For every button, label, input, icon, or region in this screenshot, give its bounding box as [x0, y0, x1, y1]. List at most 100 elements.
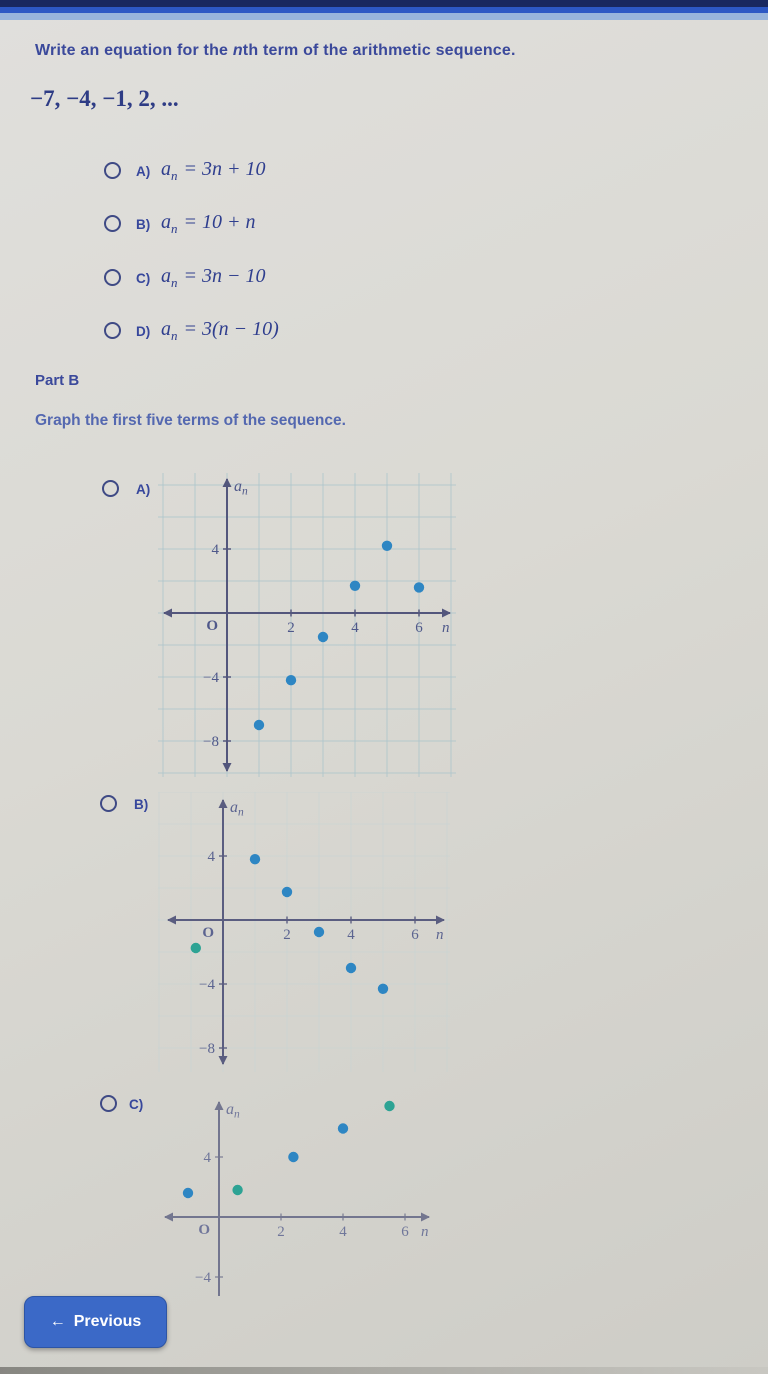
data-point: [317, 631, 329, 643]
axis-arrow: [222, 763, 232, 772]
svg-text:−4: −4: [195, 1270, 211, 1286]
data-point: [232, 1184, 243, 1196]
data-point: [381, 540, 393, 551]
data-point: [182, 1187, 194, 1199]
svg-text:6: 6: [401, 1224, 409, 1240]
option-formula-a: an = 3n + 10: [161, 158, 266, 184]
formula-base: a: [161, 265, 171, 287]
data-point: [313, 926, 325, 938]
svg-text:2: 2: [287, 620, 295, 636]
data-point: [349, 580, 361, 591]
tick-labels: 2 4 6 4 −4 −8 Oan n: [199, 799, 443, 1057]
svg-text:4: 4: [339, 1224, 347, 1240]
option-row-c: C) an = 3n − 10: [0, 265, 768, 297]
axis-arrow: [222, 478, 232, 487]
option-letter-b: B): [136, 217, 151, 232]
option-letter-d: D): [136, 324, 151, 339]
y-axis-label: an: [226, 1101, 240, 1121]
origin-label: O: [202, 925, 214, 941]
prompt-text-start: Write an equation for the: [35, 42, 233, 59]
option-row-b: B) an = 10 + n: [0, 211, 768, 243]
y-axis-label: an: [234, 478, 248, 498]
bottom-edge-shadow: [0, 1367, 768, 1374]
option-formula-b: an = 10 + n: [161, 211, 256, 237]
previous-button-label: Previous: [73, 1313, 142, 1330]
svg-text:6: 6: [415, 620, 423, 636]
previous-button[interactable]: ← Previous: [24, 1296, 167, 1348]
option-row-a: A) an = 3n + 10: [0, 158, 768, 190]
y-axis-label: an: [230, 799, 244, 819]
formula-subscript: n: [171, 221, 178, 236]
grid-lines: [158, 473, 456, 777]
formula-subscript: n: [171, 275, 178, 290]
axis-arrow: [163, 608, 172, 618]
svg-text:4: 4: [351, 620, 359, 636]
data-point: [253, 719, 265, 731]
prompt-text-end: th term of the arithmetic sequence.: [242, 42, 516, 59]
prompt-variable-n: n: [232, 42, 243, 59]
option-radio-a[interactable]: [104, 162, 121, 179]
data-point: [413, 582, 425, 593]
option-radio-c[interactable]: [104, 269, 121, 286]
formula-subscript: n: [171, 328, 178, 343]
data-point: [249, 854, 261, 865]
svg-text:2: 2: [277, 1224, 285, 1240]
option-radio-d[interactable]: [104, 322, 121, 339]
formula-rhs: = 3(n − 10): [183, 318, 279, 340]
axis-arrow: [436, 915, 445, 925]
graph-radio-b[interactable]: [100, 795, 117, 812]
axis-arrow: [214, 1101, 224, 1110]
option-letter-c: C): [136, 271, 151, 286]
axes: [165, 1102, 429, 1296]
axis-arrow: [167, 915, 176, 925]
axis-arrow: [421, 1212, 430, 1222]
left-arrow-icon: ←: [49, 1313, 66, 1330]
svg-text:6: 6: [411, 927, 419, 943]
graph-radio-c[interactable]: [100, 1095, 117, 1112]
data-point: [190, 942, 201, 954]
x-axis-label: n: [421, 1224, 429, 1240]
data-point: [281, 886, 293, 898]
data-point: [337, 1123, 349, 1134]
data-point: [377, 983, 389, 994]
axes: [168, 800, 444, 1064]
tick-labels: 2 4 6 4 −4 −8 Oan n: [203, 478, 449, 750]
axis-arrow: [218, 799, 228, 808]
option-formula-d: an = 3(n − 10): [161, 318, 279, 344]
svg-text:4: 4: [208, 849, 216, 865]
origin-label: O: [198, 1222, 210, 1238]
axis-arrow: [442, 608, 451, 618]
data-points: [190, 854, 389, 994]
part-b-heading: Part B: [35, 372, 80, 389]
formula-rhs: = 3n + 10: [183, 158, 266, 180]
top-bar-mid: [0, 7, 768, 13]
data-point: [345, 962, 357, 974]
question-prompt: Write an equation for the nth term of th…: [35, 42, 516, 60]
data-points: [182, 1100, 395, 1199]
option-radio-b[interactable]: [104, 215, 121, 232]
formula-base: a: [161, 318, 171, 340]
option-row-d: D) an = 3(n − 10): [0, 318, 768, 350]
graph-letter-c: C): [129, 1097, 144, 1112]
x-axis-label: n: [442, 620, 450, 636]
svg-text:−4: −4: [203, 670, 219, 686]
tick-labels: 2 4 6 4 −4 Oan n: [195, 1101, 428, 1286]
svg-text:4: 4: [347, 927, 355, 943]
top-bar-light: [0, 13, 768, 20]
graph-letter-a: A): [136, 482, 151, 497]
data-point: [285, 675, 297, 686]
svg-text:2: 2: [283, 927, 291, 943]
svg-text:−8: −8: [203, 734, 219, 750]
scatter-plot-svg: 2 4 6 4 −4 −8 Oan n: [158, 792, 450, 1072]
formula-rhs: = 3n − 10: [183, 265, 266, 287]
scatter-plot-svg: 2 4 6 4 −4 Oan n: [164, 1100, 430, 1296]
data-point: [288, 1151, 299, 1163]
option-formula-c: an = 3n − 10: [161, 265, 266, 291]
graph-letter-b: B): [134, 797, 149, 812]
graph-radio-a[interactable]: [102, 480, 119, 497]
